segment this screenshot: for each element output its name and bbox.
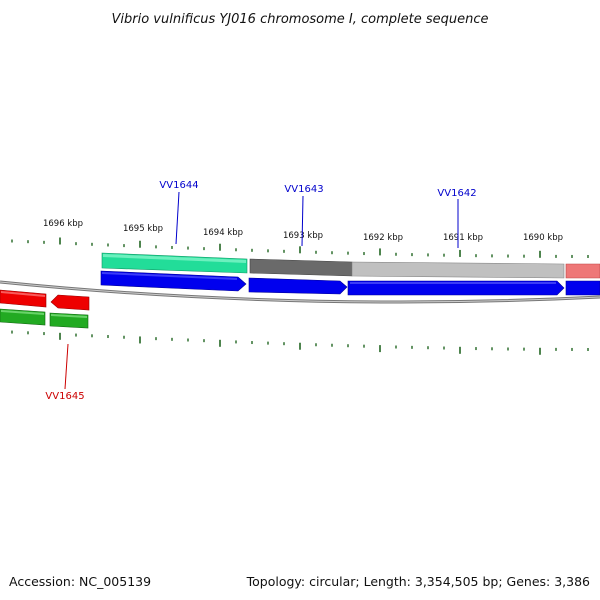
gene-label-vv1642[interactable]: VV1642 xyxy=(437,188,476,199)
scale-label-1691: 1691 kbp xyxy=(443,233,483,243)
cds-vv1642[interactable] xyxy=(347,280,565,296)
gene-label-vv1644[interactable]: VV1644 xyxy=(159,180,198,191)
pink-feature[interactable] xyxy=(565,263,600,279)
scale-label-1690: 1690 kbp xyxy=(523,233,563,243)
leader-vv1643 xyxy=(301,195,304,247)
leader-vv1645 xyxy=(64,343,69,390)
gene-label-vv1643[interactable]: VV1643 xyxy=(284,184,323,195)
dark-gray-feature[interactable] xyxy=(249,258,353,277)
inner-scale-ticks xyxy=(11,330,589,355)
scale-label-1693: 1693 kbp xyxy=(283,231,323,241)
backbone-line-inner xyxy=(0,281,600,303)
leader-vv1644 xyxy=(175,191,180,245)
outer-feature-track xyxy=(0,252,600,311)
scale-label-1692: 1692 kbp xyxy=(363,233,403,243)
genome-summary-text: Topology: circular; Length: 3,354,505 bp… xyxy=(246,574,590,589)
outer-scale-ticks xyxy=(11,237,589,258)
scale-label-1696: 1696 kbp xyxy=(43,219,83,229)
red-reverse-gene-b[interactable] xyxy=(50,294,90,311)
forward-cds-track xyxy=(100,270,600,296)
green-gene-track xyxy=(0,308,89,329)
cds-vv1643[interactable] xyxy=(248,277,348,295)
light-gray-feature[interactable] xyxy=(351,261,565,279)
scale-label-1694: 1694 kbp xyxy=(203,228,243,238)
cds-vv1644[interactable] xyxy=(100,270,247,292)
gene-label-vv1645[interactable]: VV1645 xyxy=(45,391,84,402)
accession-text: Accession: NC_005139 xyxy=(9,574,151,589)
cds-next[interactable] xyxy=(565,280,600,296)
map-title: Vibrio vulnificus YJ016 chromosome I, co… xyxy=(111,12,488,27)
scale-labels: 1696 kbp 1695 kbp 1694 kbp 1693 kbp 1692… xyxy=(43,219,563,243)
scale-label-1695: 1695 kbp xyxy=(123,224,163,234)
